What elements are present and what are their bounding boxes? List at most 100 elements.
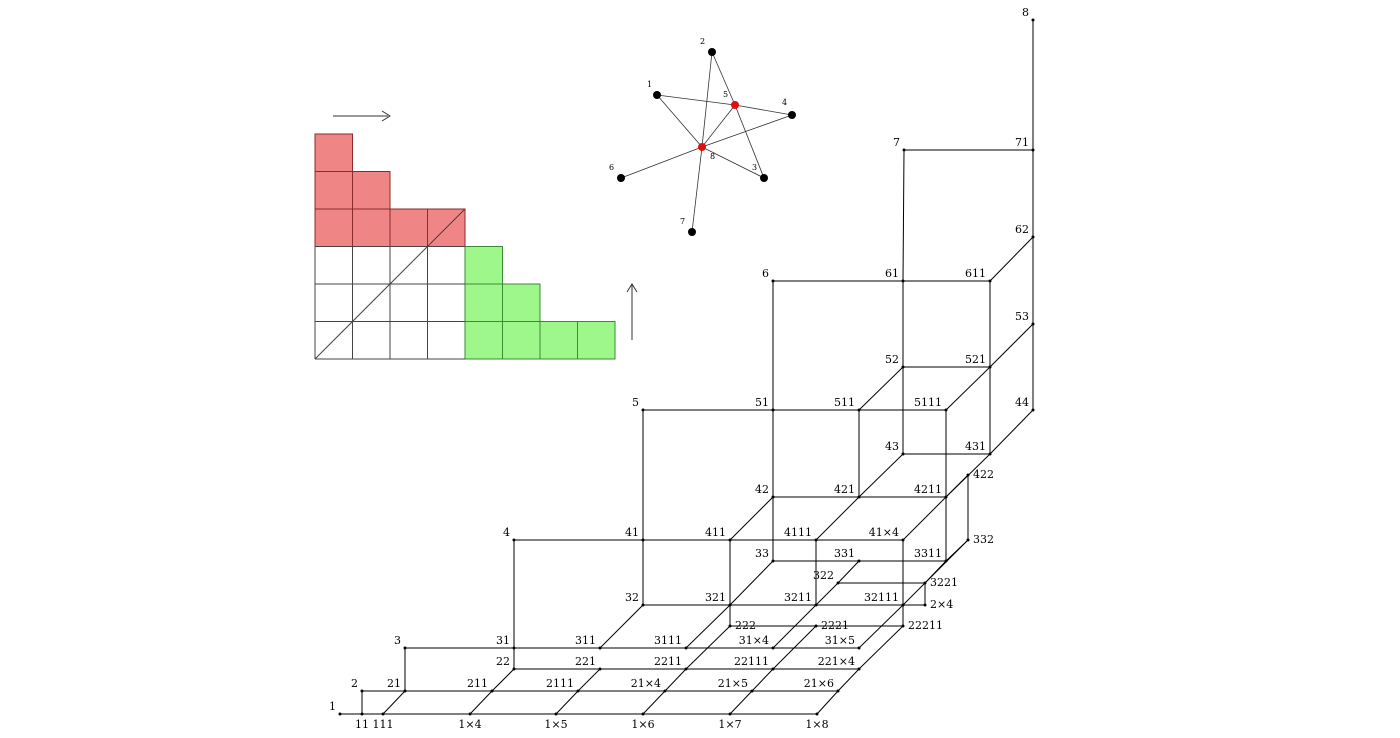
- lattice-node-label: 53: [1015, 310, 1029, 323]
- lattice-node: [1031, 148, 1035, 152]
- graph-node: [760, 174, 768, 182]
- lattice-edge: [815, 582, 839, 606]
- graph-edge: [620, 146, 703, 179]
- lattice-node-label: 4: [503, 526, 510, 539]
- lattice-node: [403, 689, 407, 693]
- lattice-node-label: 51: [755, 396, 769, 409]
- lattice-edge: [772, 604, 817, 649]
- lattice-node-label: 41: [625, 526, 639, 539]
- graph-edge: [701, 146, 765, 179]
- lattice-node-label: 421: [834, 483, 855, 496]
- graph-edge: [701, 104, 736, 148]
- lattice-node-label: 1×8: [805, 718, 828, 731]
- graph-node-label: 7: [680, 217, 685, 226]
- lattice-node: [814, 603, 818, 607]
- lattice-node-label: 2×4: [930, 598, 953, 611]
- lattice-node: [576, 689, 580, 693]
- lattice-node-label: 62: [1015, 223, 1029, 236]
- lattice-node-label: 2211: [654, 655, 682, 668]
- lattice-node: [814, 624, 818, 628]
- lattice-edge: [577, 668, 601, 692]
- graph-node-label: 6: [609, 163, 614, 172]
- lattice-edge: [837, 668, 860, 692]
- lattice-edge: [685, 604, 731, 649]
- graph-node: [708, 48, 716, 56]
- lattice-node: [663, 689, 667, 693]
- lattice-node: [1031, 322, 1035, 326]
- lattice-node-label: 22211: [908, 619, 943, 632]
- lattice-node-label: 1×4: [458, 718, 481, 731]
- graph-node: [731, 101, 739, 109]
- lattice-edge: [729, 496, 774, 541]
- lattice-edge: [924, 560, 947, 584]
- lattice-edge: [858, 453, 904, 498]
- lattice-node-label: 1: [329, 700, 336, 713]
- lattice-node: [728, 624, 732, 628]
- lattice-node: [901, 603, 905, 607]
- lattice-node-label: 2111: [546, 677, 574, 690]
- lattice-node-label: 6: [762, 267, 769, 280]
- lattice-node: [857, 559, 861, 563]
- lattice-edge: [989, 323, 1034, 368]
- lattice-node-label: 41×4: [869, 526, 899, 539]
- lattice-node: [641, 538, 645, 542]
- lattice-node: [1031, 18, 1035, 22]
- lattice-node: [554, 712, 558, 716]
- lattice-node-label: 511: [834, 396, 855, 409]
- lattice-node: [1031, 235, 1035, 239]
- lattice-edge: [989, 409, 1034, 455]
- graph-node-label: 2: [700, 37, 705, 46]
- lattice-node: [512, 646, 516, 650]
- lattice-node: [728, 538, 732, 542]
- lattice-node-label: 8: [1022, 6, 1029, 19]
- lattice-node-label: 111: [373, 718, 394, 731]
- lattice-node-label: 31×5: [825, 634, 855, 647]
- graph-node: [688, 228, 696, 236]
- lattice-edge: [989, 236, 1034, 282]
- lattice-node: [771, 646, 775, 650]
- lattice-edge: [469, 690, 493, 715]
- graph-edge: [691, 146, 703, 233]
- graph-edge: [711, 51, 736, 106]
- lattice-node-label: 7: [893, 136, 900, 149]
- lattice-node: [360, 712, 364, 716]
- lattice-node: [857, 408, 861, 412]
- lattice-node-label: 1×7: [718, 718, 741, 731]
- lattice-edge: [815, 496, 860, 541]
- lattice-node-label: 211: [467, 677, 488, 690]
- lattice-node: [857, 667, 861, 671]
- lattice-node: [728, 712, 732, 716]
- lattice-edge: [599, 604, 644, 649]
- lattice-edge: [902, 149, 905, 282]
- lattice-node-label: 44: [1015, 396, 1029, 409]
- lattice-node-label: 321: [705, 591, 726, 604]
- lattice-node-label: 5: [632, 396, 639, 409]
- lattice-node-label: 422: [973, 468, 994, 481]
- lattice-node: [771, 559, 775, 563]
- lattice-node-label: 3211: [784, 591, 812, 604]
- lattice-node: [728, 603, 732, 607]
- lattice-edge: [491, 668, 515, 692]
- graph-node-label: 4: [782, 98, 787, 107]
- lattice-node: [944, 408, 948, 412]
- lattice-edge: [816, 690, 839, 715]
- lattice-node: [901, 365, 905, 369]
- lattice-node-label: 1×5: [544, 718, 567, 731]
- star-graph: 1 2 3 4 5 6 7 8: [609, 37, 796, 236]
- graph-node-label: 1: [647, 80, 652, 89]
- graph-edge: [734, 104, 793, 116]
- lattice-node: [857, 646, 861, 650]
- lattice-node: [923, 603, 927, 607]
- lattice-node-label: 31×4: [739, 634, 769, 647]
- graph-edge: [656, 94, 736, 106]
- lattice-node: [381, 712, 385, 716]
- lattice-node: [512, 667, 516, 671]
- lattice-node: [988, 279, 992, 283]
- lattice-edge: [642, 690, 666, 715]
- graph-node: [698, 143, 706, 151]
- lattice-edge: [945, 366, 991, 411]
- lattice-node-label: 3311: [914, 547, 942, 560]
- lattice-edge: [902, 496, 947, 541]
